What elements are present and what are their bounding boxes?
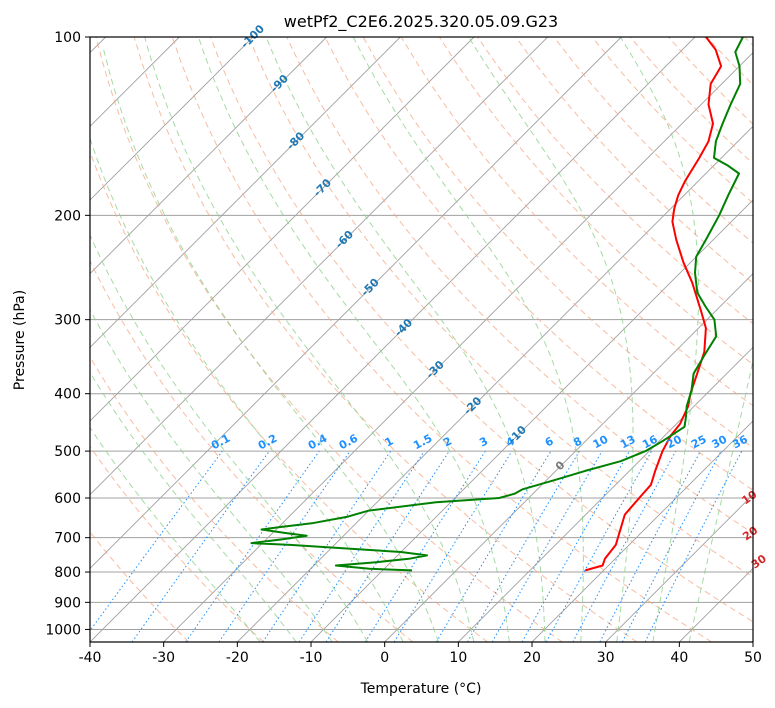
axes-ticks: -40 -30 -20 -10 0 10 20 30 40 50 100 200 300 400 500 60… — [45, 30, 762, 666]
dry-adiabat-line — [90, 356, 339, 642]
sounding-series — [250, 37, 744, 572]
plot-frame — [89, 36, 754, 643]
mixing-ratio-label: 25 — [689, 433, 709, 452]
isotherm-line — [90, 37, 327, 275]
isotherm-line — [531, 420, 753, 642]
mixing-ratio-line — [262, 450, 392, 642]
x-tick-label: 30 — [597, 650, 615, 666]
y-tick-label: 1000 — [45, 622, 81, 638]
mixing-ratio-line — [90, 450, 223, 632]
isotherm-line — [90, 37, 696, 642]
dry-adiabat-line — [210, 37, 753, 623]
moist-adiabat-line — [619, 37, 699, 642]
background-lines — [90, 37, 753, 642]
moist-adiabat-line — [688, 358, 753, 642]
x-tick-label: 40 — [670, 650, 688, 666]
moist-adiabat-line — [90, 426, 261, 642]
y-tick-label: 300 — [54, 313, 81, 329]
y-tick-label: 800 — [54, 565, 81, 581]
mixing-ratio-line — [218, 450, 351, 642]
temperature-line — [584, 37, 723, 572]
x-tick-label: 0 — [380, 650, 389, 666]
dry-adiabat-line — [171, 37, 712, 642]
isotherm-line — [90, 37, 548, 496]
mixing-ratio-label: 36 — [730, 433, 750, 452]
isotherm-line — [237, 125, 753, 642]
y-tick-label: 700 — [54, 531, 81, 547]
mixing-ratio-line — [131, 450, 270, 642]
dry-adiabat-label: 40 — [772, 580, 775, 600]
plot-area — [90, 37, 753, 642]
isotherm-line — [90, 37, 254, 201]
dry-adiabat-line — [133, 37, 638, 642]
dry-adiabat-line — [90, 259, 414, 642]
mixing-ratio-label: 20 — [664, 432, 684, 451]
x-tick-label: -40 — [79, 650, 102, 666]
moist-adiabat-line — [90, 371, 297, 642]
x-tick-label: 10 — [449, 650, 467, 666]
y-tick-label: 900 — [54, 595, 81, 611]
moist-adiabat-line — [103, 49, 439, 642]
moist-adiabat-line — [144, 37, 475, 642]
moist-adiabat-line — [90, 137, 404, 642]
isotherm-line — [90, 37, 401, 348]
mixing-ratio-label: 10 — [591, 432, 611, 451]
x-tick-label: -10 — [300, 650, 323, 666]
dry-adiabat-line — [515, 37, 753, 284]
moist-adiabat-line — [198, 37, 510, 642]
mixing-ratio-line — [644, 450, 743, 642]
mixing-ratio-label: 16 — [640, 433, 660, 452]
y-tick-label: 400 — [54, 387, 81, 403]
isotherm-line — [90, 37, 622, 569]
x-tick-label: 20 — [523, 650, 541, 666]
isotherm-line — [384, 273, 753, 642]
x-axis-title: Temperature (°C) — [360, 681, 482, 697]
y-tick-label: 600 — [54, 491, 81, 507]
x-tick-label: 50 — [744, 650, 762, 666]
isotherm-line — [605, 494, 753, 642]
mixing-ratio-line — [572, 450, 677, 642]
dry-adiabat-line — [248, 37, 753, 578]
mixing-ratio-label: 30 — [710, 433, 730, 452]
dry-adiabat-line — [286, 37, 753, 534]
chart-title: wetPf2_C2E6.2025.320.05.09.G23 — [284, 12, 558, 32]
mixing-ratio-line — [393, 450, 513, 642]
dry-adiabat-line — [324, 37, 753, 491]
y-tick-label: 200 — [54, 208, 81, 224]
y-tick-label: 100 — [54, 30, 81, 46]
mixing-ratio-line — [521, 450, 630, 642]
moist-adiabat-line — [265, 37, 546, 642]
y-axis-title: Pressure (hPa) — [12, 290, 28, 390]
moist-adiabat-line — [90, 233, 369, 642]
moist-adiabat-line — [90, 308, 333, 642]
dewpoint-line — [250, 37, 744, 572]
x-tick-label: -20 — [226, 650, 249, 666]
mixing-ratio-label: 13 — [618, 433, 638, 452]
dry-adiabat-line — [95, 37, 563, 642]
mixing-ratio-line — [325, 450, 450, 642]
y-tick-label: 500 — [54, 444, 81, 460]
isotherm-line — [90, 37, 475, 422]
isotherm-line — [458, 346, 753, 642]
mixing-ratio-line — [185, 450, 320, 642]
dry-adiabat-line — [90, 445, 264, 642]
moist-adiabat-line — [352, 37, 584, 642]
mixing-ratio-line — [545, 450, 653, 642]
x-tick-label: -30 — [152, 650, 175, 666]
